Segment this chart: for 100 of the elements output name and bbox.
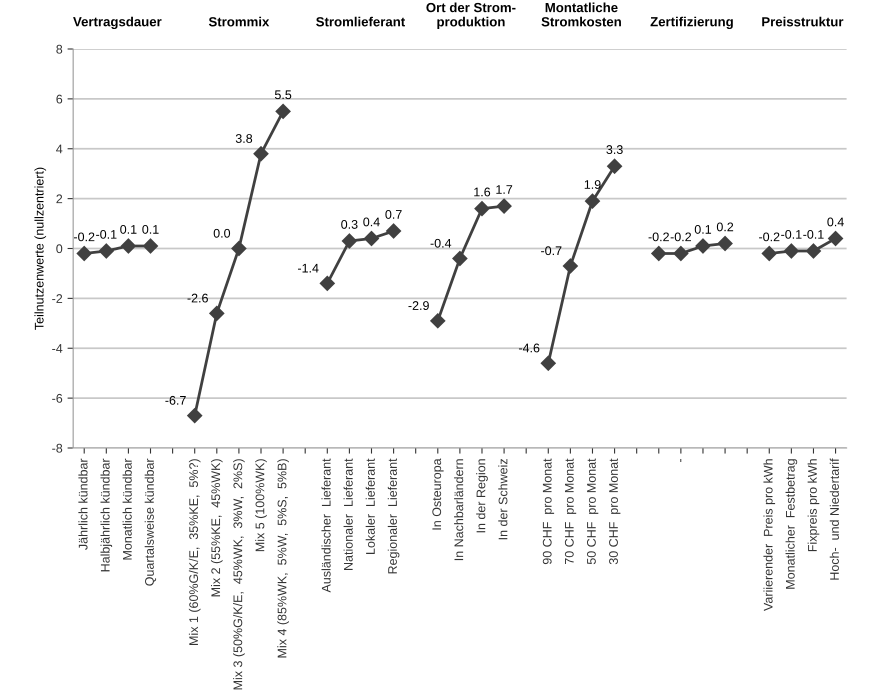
data-label: 3.3	[606, 145, 623, 154]
x-tick-label: -	[680, 458, 682, 462]
x-tick-label: Variierender Preis pro kWh	[763, 459, 776, 611]
point	[76, 246, 92, 262]
data-label: -2.6	[187, 294, 208, 303]
text: Zertifizierung	[650, 16, 733, 30]
data-label: 0.1	[120, 224, 136, 234]
point	[320, 276, 335, 291]
data-label: 1.6	[474, 188, 490, 196]
x-tick-label: Lokaler Lieferant	[366, 458, 375, 554]
data-label: -0.4	[430, 238, 452, 248]
x-tick-label: Monatlich kündbar	[122, 458, 132, 560]
point	[142, 238, 158, 254]
x-tick-label: Quartalsweise kündbar	[144, 458, 156, 586]
data-label: -4.6	[518, 344, 540, 352]
text: Preisstruktur	[762, 16, 844, 26]
x-tick-label: 30 CHF pro Monat	[609, 458, 620, 564]
point	[452, 250, 468, 266]
point	[784, 243, 799, 259]
x-tick-label: Jährlich kündbar	[78, 458, 88, 550]
y-tick-label: -2	[52, 294, 62, 303]
text: Stromlieferant	[316, 16, 406, 26]
point	[496, 198, 512, 214]
x-tick-label: In Osteuropa	[432, 458, 444, 530]
point	[584, 194, 600, 209]
x-tick-label: 50 CHF pro Monat	[586, 458, 598, 564]
data-label: 0.7	[385, 210, 402, 219]
data-label: 3.8	[236, 134, 252, 143]
data-label: -0.2	[648, 232, 669, 242]
point	[276, 104, 291, 119]
data-label: -6.7	[165, 396, 186, 405]
x-tick-label: Halbjährlich kündbar	[100, 458, 112, 572]
data-label: 1.7	[496, 185, 512, 194]
data-label: 0.4	[827, 217, 844, 226]
data-label: -0.2	[759, 232, 780, 242]
x-tick-label: Nationaler Lieferant	[344, 458, 353, 570]
point	[673, 246, 688, 262]
x-tick-label: 90 CHF pro Monat	[542, 458, 554, 564]
point	[695, 238, 711, 254]
data-label: 0.0	[214, 228, 230, 238]
x-tick-label: In Nachbarländern	[454, 459, 464, 560]
y-tick-label: 6	[56, 94, 62, 104]
x-tick-label: In der Schweiz	[498, 459, 508, 540]
data-label: 0.1	[694, 224, 712, 234]
y-tick-label: 0	[56, 244, 62, 254]
y-axis-title: Teilnutzenwerte (nullzentriert)	[34, 168, 46, 330]
y-tick-label: -6	[52, 394, 62, 403]
x-tick-label: In der Region	[476, 459, 488, 532]
point	[364, 230, 380, 246]
point	[828, 230, 844, 246]
data-label: -0.1	[781, 230, 802, 239]
y-tick-label: 4	[56, 144, 62, 154]
x-tick-label: Mix 3 (50%G/K/E, 45%WK, 3%W, 2%S)	[233, 459, 245, 690]
data-label: -0.2	[670, 232, 692, 242]
point	[209, 306, 224, 321]
data-label: 0.1	[142, 224, 159, 234]
y-tick-label: 8	[56, 44, 62, 54]
point	[430, 313, 446, 328]
data-label: 0.3	[341, 220, 358, 229]
point	[120, 238, 136, 254]
point	[540, 356, 556, 371]
data-label: 5.5	[274, 90, 292, 100]
point	[386, 223, 402, 239]
point	[231, 240, 246, 256]
data-label: -0.2	[74, 232, 94, 242]
x-tick-label: 70 CHF pro Monat	[564, 458, 576, 564]
x-tick-label: Regionaler Lieferant	[388, 458, 400, 574]
x-tick-label: Ausländischer Lieferant	[321, 458, 331, 592]
x-tick-label: Monatlicher Festbetrag	[786, 459, 798, 589]
point	[253, 146, 269, 162]
point	[762, 246, 777, 262]
point	[98, 243, 114, 259]
data-label: -0.1	[803, 230, 824, 239]
point	[474, 201, 490, 216]
x-tick-label: Mix 2 (55%KE, 45%WK)	[210, 459, 223, 596]
text: Montatliche Stromkosten	[541, 2, 621, 26]
text: Vertragsdauer	[73, 16, 162, 30]
point	[806, 243, 822, 259]
data-label: -0.1	[96, 230, 116, 239]
point	[607, 158, 622, 174]
y-tick-label: -8	[52, 444, 62, 453]
x-tick-label: Hoch- und Niedertarif	[830, 458, 839, 580]
y-tick-label: 2	[56, 194, 62, 204]
point	[718, 236, 733, 252]
point	[562, 258, 578, 274]
point	[651, 246, 666, 262]
data-label: 1.9	[584, 180, 601, 189]
text: Strommix	[208, 16, 270, 26]
point	[187, 408, 202, 424]
x-tick-label: Mix 5 (100%WK)	[255, 459, 267, 552]
data-label: 0.2	[716, 222, 734, 232]
x-tick-label: Mix 4 (85%WK, 5%W, 5%S, 5%B)	[277, 459, 289, 658]
x-tick-label: Fixpreis pro kWh	[808, 459, 820, 552]
data-label: 0.4	[363, 217, 380, 226]
point	[342, 233, 357, 249]
x-tick-label: Mix 1 (60%G/K/E, 35%KE, 5%?)	[188, 459, 201, 645]
data-label: -0.7	[541, 246, 562, 256]
y-tick-label: -4	[52, 344, 62, 353]
data-label: -2.9	[408, 301, 429, 310]
text: Ort der Strom- produktion	[426, 2, 516, 30]
